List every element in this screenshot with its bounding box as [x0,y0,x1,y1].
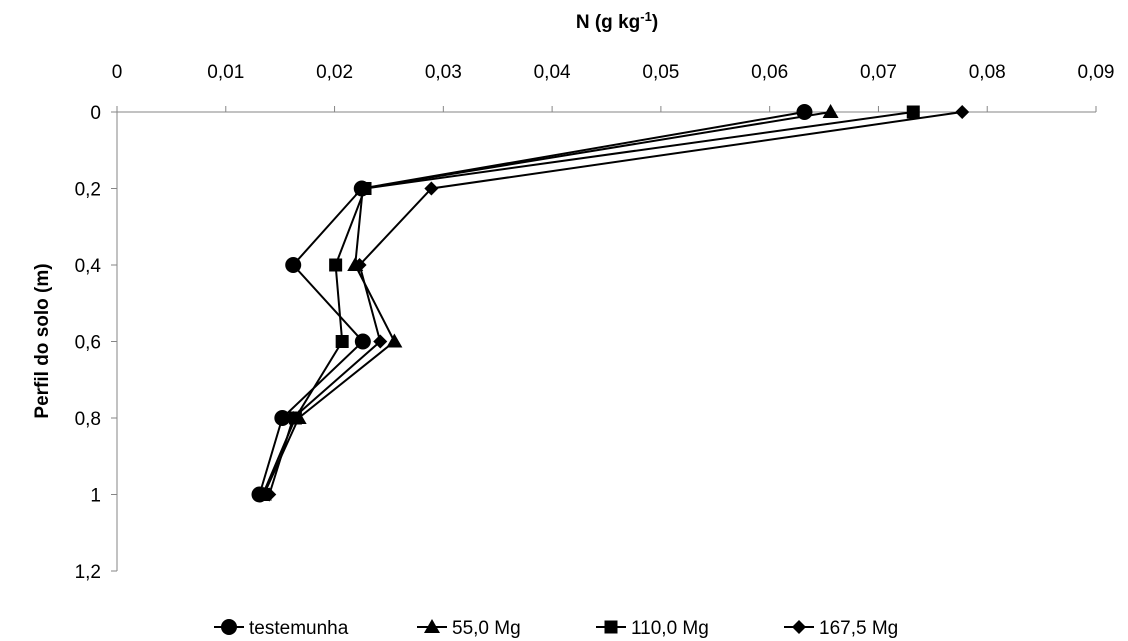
x-tick-label: 0,02 [316,62,353,83]
legend-item-110-0-mg: 110,0 Mg [596,618,709,639]
x-tick-label: 0,09 [1078,62,1115,83]
data-point-167-5-mg [955,105,970,119]
y-tick-label: 0 [90,103,101,124]
x-axis-title-suffix: ) [652,12,658,33]
x-axis-title: N (g kg-1) [576,9,658,34]
series-group [251,104,970,503]
x-axis-title-main: N (g kg [576,12,640,33]
series-line-167-5-mg [268,111,963,495]
data-point-110-0-mg [906,105,920,119]
data-point-110-0-mg [358,182,372,195]
x-axis-title-superscript: -1 [640,9,652,24]
axes-group: 0 0,01 0,02 0,03 0,04 0,05 0,06 0,07 0,08 0,09 0 0,… [75,62,1115,583]
y-tick-label: 0,8 [75,409,101,430]
x-tick-label: 0,01 [207,62,244,83]
legend: testemunha 55,0 Mg 110,0 Mg 167,5 Mg [214,618,898,639]
x-tick-label: 0 [112,62,123,83]
legend-item-testemunha: testemunha [214,618,349,639]
data-point-testemunha [274,410,291,426]
x-tick-label: 0,08 [969,62,1006,83]
legend-label: testemunha [249,618,349,639]
legend-item-55-0-mg: 55,0 Mg [417,618,521,639]
data-point-167-5-mg [352,258,367,272]
data-point-167-5-mg [424,181,439,196]
x-tick-label: 0,06 [751,62,788,83]
y-tick-label: 1,2 [75,562,101,583]
data-point-167-5-mg [286,411,301,425]
y-axis-title: Perfil do solo (m) [32,263,53,418]
series-line-testemunha [258,111,805,495]
x-tick-label: 0,03 [425,62,462,83]
x-tick-label: 0,07 [860,62,897,83]
series-testemunha [251,104,813,503]
data-point-testemunha [285,257,302,273]
y-tick-label: 0,6 [75,333,101,354]
legend-label: 55,0 Mg [452,618,521,639]
y-tick-label: 0,4 [75,256,102,277]
data-point-55-0-mg [822,104,839,118]
x-tick-label: 0,05 [642,62,679,83]
y-tick-label: 1 [90,486,101,507]
series-line-110-0-mg [261,111,914,495]
data-point-testemunha [354,333,371,350]
data-point-55-0-mg [386,333,403,348]
series-line-55-0-mg [262,111,831,495]
data-point-110-0-mg [329,258,343,272]
legend-marker [792,620,806,634]
legend-marker [221,619,237,635]
legend-label: 110,0 Mg [631,618,709,639]
y-tick-label: 0,2 [75,180,101,201]
legend-label: 167,5 Mg [819,618,898,639]
legend-marker [424,619,440,633]
legend-item-167-5-mg: 167,5 Mg [784,618,898,639]
series-167-5-mg [262,105,970,502]
data-point-110-0-mg [335,335,349,348]
data-point-167-5-mg [262,487,277,502]
x-tick-label: 0,04 [534,62,571,83]
legend-marker [604,620,618,634]
data-point-167-5-mg [373,334,388,349]
series-110-0-mg [256,105,920,501]
